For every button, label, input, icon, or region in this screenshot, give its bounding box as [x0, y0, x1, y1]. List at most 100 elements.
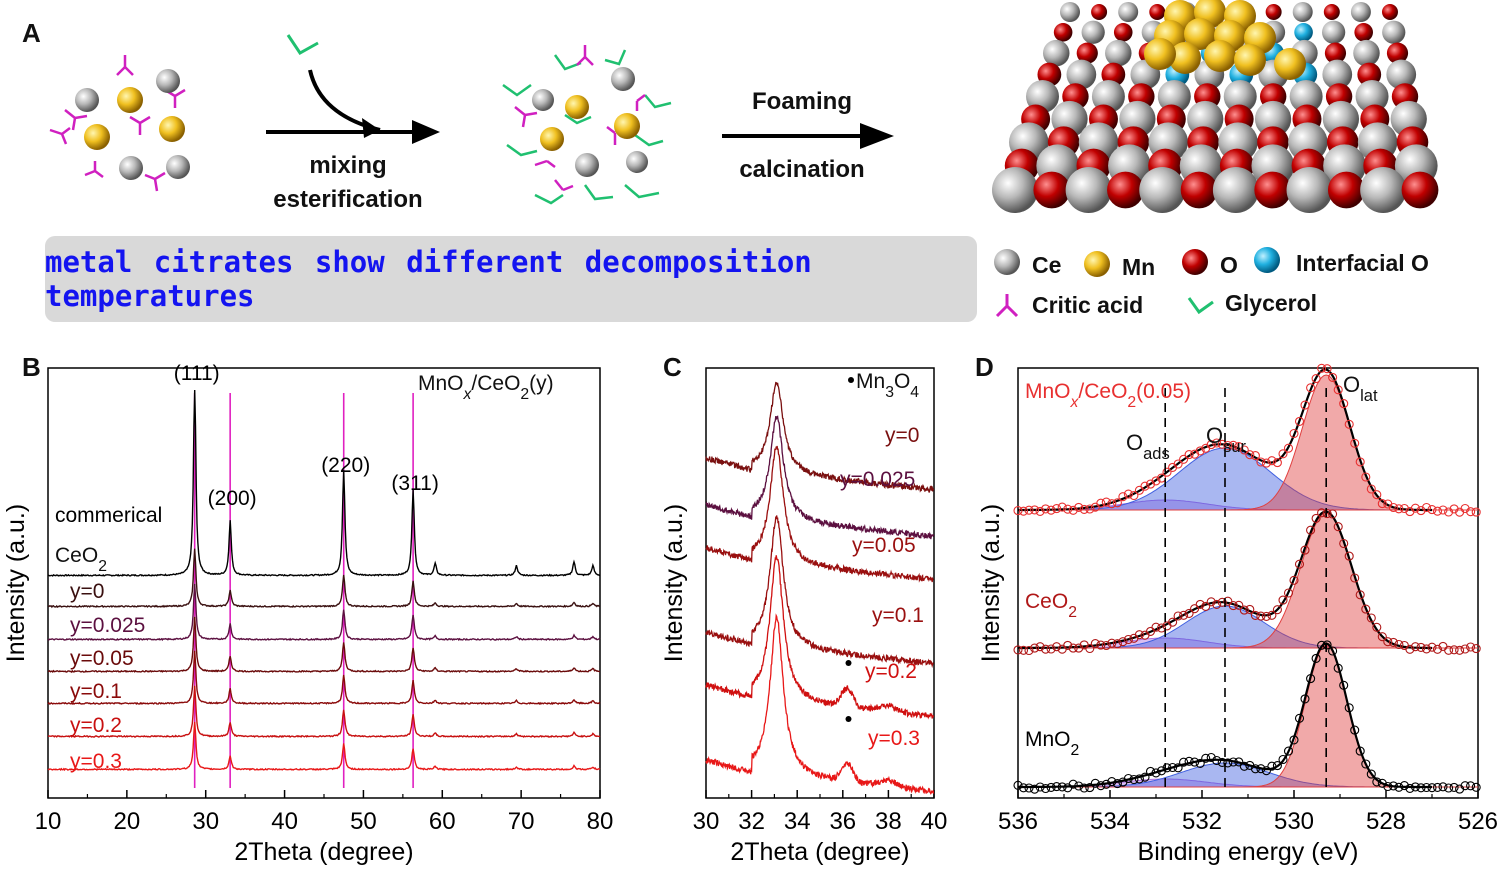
mn3o4-marker: [845, 660, 852, 666]
data-point: [1322, 509, 1332, 519]
data-point: [1471, 507, 1481, 517]
surface-atom: [1105, 39, 1132, 67]
data-point: [1245, 450, 1255, 460]
surface-mn-atom: [1184, 18, 1216, 50]
panel-a-label: A: [22, 18, 41, 48]
data-point: [1410, 642, 1420, 652]
data-point: [1328, 509, 1338, 519]
data-point: [1173, 611, 1183, 621]
data-point: [1350, 725, 1360, 735]
series-line: [47, 650, 601, 706]
data-point: [1438, 505, 1448, 515]
data-point: [1328, 372, 1338, 382]
data-point: [1306, 383, 1316, 393]
x-tick-label: 10: [35, 808, 62, 835]
x-tick-label: 60: [429, 808, 456, 835]
surface-atom: [1076, 42, 1098, 64]
data-point: [1300, 400, 1310, 410]
data-point: [1444, 645, 1454, 655]
series-line: [705, 613, 935, 795]
data-point: [1377, 778, 1387, 788]
data-point: [1350, 573, 1360, 583]
surface-atom: [1180, 171, 1218, 209]
data-point: [1355, 746, 1365, 756]
data-point: [1223, 758, 1233, 768]
series-label: y=0.2: [865, 660, 917, 683]
data-point: [1421, 644, 1432, 654]
peak-label: (220): [321, 454, 370, 477]
data-point: [1388, 781, 1398, 791]
data-point: [1394, 504, 1404, 514]
data-point: [1179, 454, 1189, 464]
data-point: [1046, 644, 1056, 654]
data-point: [1112, 498, 1122, 508]
x-tick-label: 32: [738, 808, 765, 835]
data-point: [1234, 600, 1244, 610]
data-point: [1339, 399, 1349, 409]
data-point: [1261, 766, 1271, 776]
data-point: [1145, 766, 1156, 776]
data-point: [1052, 782, 1062, 792]
mnox-ceo2-surface-model: [992, 0, 1439, 213]
series-label: y=0: [885, 424, 919, 447]
data-point: [1366, 769, 1376, 779]
legend-ce-label: Ce: [1032, 252, 1062, 278]
surface-atom: [1386, 59, 1417, 90]
marker-dot: [848, 377, 854, 383]
series-line: [47, 616, 601, 674]
data-point: [1206, 597, 1216, 607]
data-point: [1074, 502, 1084, 512]
data-point: [1377, 499, 1387, 509]
data-point: [1372, 490, 1382, 500]
data-point: [1405, 644, 1415, 654]
surface-atom: [1118, 2, 1139, 22]
y-axis-label: Intensity (a.u.): [2, 504, 30, 662]
data-point: [1394, 639, 1404, 650]
data-point: [1090, 639, 1100, 649]
surface-atom: [1033, 171, 1071, 209]
surface-atom: [992, 167, 1038, 213]
data-point: [1300, 545, 1310, 555]
y-axis-label: Intensity (a.u.): [977, 504, 1005, 662]
data-point: [1333, 385, 1343, 395]
series-label: y=0.025: [840, 468, 915, 491]
xps-o1s-chart: 536 534 532 530 528 526 Binding energy (eV) Int…: [977, 363, 1498, 866]
data-point: [1101, 497, 1111, 507]
data-point: [1471, 644, 1481, 654]
data-point: [1190, 757, 1200, 767]
series-line: [705, 381, 935, 493]
series-label: y=0.1: [872, 604, 924, 627]
data-point: [1223, 596, 1233, 606]
marker-label: Mn3O4: [856, 370, 919, 401]
x-tick-label: 30: [693, 808, 720, 835]
surface-atom: [1065, 167, 1112, 213]
data-point: [1355, 457, 1365, 467]
surface-atom: [1060, 2, 1080, 22]
surface-atom: [1254, 100, 1292, 138]
data-point: [1123, 634, 1133, 645]
series-label: commerical: [55, 504, 162, 527]
data-point: [1184, 756, 1194, 766]
data-point: [1455, 645, 1465, 655]
data-point: [1190, 604, 1200, 614]
data-point: [1195, 446, 1205, 456]
data-point: [1421, 782, 1432, 793]
data-point: [1460, 781, 1470, 791]
data-point: [1068, 505, 1078, 515]
x-tick-label: 40: [921, 808, 948, 835]
data-point: [1239, 761, 1249, 771]
legend-interfacial-o-label: Interfacial O: [1296, 250, 1429, 276]
data-point: [1306, 674, 1316, 684]
data-point: [1118, 492, 1128, 502]
data-point: [1018, 783, 1029, 793]
data-point: [1366, 484, 1376, 494]
data-point: [1289, 735, 1299, 745]
surface-atom: [1360, 167, 1407, 213]
x-tick-label: 38: [875, 808, 902, 835]
precursor-cluster: [49, 55, 190, 192]
data-point: [1311, 653, 1321, 663]
data-point: [1344, 419, 1354, 429]
data-point: [1140, 772, 1150, 782]
data-point: [1278, 754, 1288, 765]
data-point: [1416, 642, 1426, 652]
